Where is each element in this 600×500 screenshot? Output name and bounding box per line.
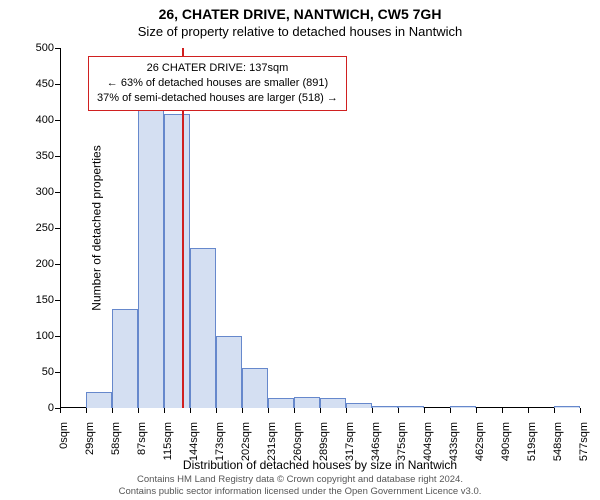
histogram-bar xyxy=(112,309,138,408)
x-tick-label: 577sqm xyxy=(578,422,590,482)
histogram-bar xyxy=(320,398,346,408)
x-tick xyxy=(60,408,61,413)
y-tick xyxy=(55,48,60,49)
x-tick-label: 58sqm xyxy=(110,422,122,482)
x-tick xyxy=(528,408,529,413)
y-tick xyxy=(55,120,60,121)
x-tick-label: 404sqm xyxy=(422,422,434,482)
y-tick xyxy=(55,264,60,265)
property-info-box: 26 CHATER DRIVE: 137sqm← 63% of detached… xyxy=(88,56,347,111)
x-tick-label: 289sqm xyxy=(318,422,330,482)
page-subtitle: Size of property relative to detached ho… xyxy=(0,22,600,39)
y-tick xyxy=(55,156,60,157)
y-tick-label: 250 xyxy=(14,222,54,234)
y-tick xyxy=(55,228,60,229)
x-tick xyxy=(294,408,295,413)
y-tick-label: 100 xyxy=(14,330,54,342)
histogram-bar xyxy=(294,397,320,408)
x-tick xyxy=(112,408,113,413)
histogram-chart: Number of detached properties Distributi… xyxy=(60,48,580,408)
y-tick-label: 200 xyxy=(14,258,54,270)
x-tick-label: 87sqm xyxy=(136,422,148,482)
histogram-bar xyxy=(138,106,164,408)
y-tick-label: 150 xyxy=(14,294,54,306)
x-tick xyxy=(320,408,321,413)
y-tick xyxy=(55,84,60,85)
histogram-bar xyxy=(86,392,112,408)
histogram-bar xyxy=(554,406,580,408)
x-tick xyxy=(476,408,477,413)
histogram-bar xyxy=(268,398,294,408)
x-tick-label: 346sqm xyxy=(370,422,382,482)
histogram-bar xyxy=(346,403,372,408)
x-tick-label: 519sqm xyxy=(526,422,538,482)
histogram-bar xyxy=(242,368,268,408)
y-tick xyxy=(55,300,60,301)
x-tick xyxy=(554,408,555,413)
infobox-larger-pct: 37% of semi-detached houses are larger (… xyxy=(97,91,338,106)
x-tick-label: 433sqm xyxy=(448,422,460,482)
x-tick xyxy=(346,408,347,413)
y-tick xyxy=(55,372,60,373)
x-tick-label: 260sqm xyxy=(292,422,304,482)
y-tick-label: 450 xyxy=(14,78,54,90)
x-tick-label: 144sqm xyxy=(188,422,200,482)
y-tick xyxy=(55,192,60,193)
plot-area: 0501001502002503003504004505000sqm29sqm5… xyxy=(60,48,580,408)
x-tick-label: 173sqm xyxy=(214,422,226,482)
y-axis-line xyxy=(60,48,61,408)
x-tick-label: 231sqm xyxy=(266,422,278,482)
x-tick xyxy=(372,408,373,413)
x-tick-label: 115sqm xyxy=(162,422,174,482)
histogram-bar xyxy=(164,114,190,408)
histogram-bar xyxy=(190,248,216,408)
x-tick-label: 29sqm xyxy=(84,422,96,482)
x-tick xyxy=(398,408,399,413)
x-tick xyxy=(268,408,269,413)
x-tick xyxy=(450,408,451,413)
y-tick-label: 50 xyxy=(14,366,54,378)
x-tick-label: 317sqm xyxy=(344,422,356,482)
footer-attribution: Contains HM Land Registry data © Crown c… xyxy=(0,474,600,498)
y-tick-label: 350 xyxy=(14,150,54,162)
x-tick-label: 375sqm xyxy=(396,422,408,482)
x-tick xyxy=(216,408,217,413)
x-tick xyxy=(138,408,139,413)
x-tick xyxy=(190,408,191,413)
histogram-bar xyxy=(372,406,398,408)
y-tick-label: 500 xyxy=(14,42,54,54)
x-tick-label: 202sqm xyxy=(240,422,252,482)
infobox-property-size: 26 CHATER DRIVE: 137sqm xyxy=(97,61,338,76)
histogram-bar xyxy=(398,406,424,408)
x-tick xyxy=(580,408,581,413)
x-tick-label: 0sqm xyxy=(58,422,70,482)
histogram-bar xyxy=(216,336,242,408)
page-title: 26, CHATER DRIVE, NANTWICH, CW5 7GH xyxy=(0,0,600,22)
y-tick xyxy=(55,336,60,337)
histogram-bar xyxy=(450,406,476,408)
x-tick xyxy=(86,408,87,413)
x-tick-label: 548sqm xyxy=(552,422,564,482)
x-tick xyxy=(424,408,425,413)
footer-line-1: Contains HM Land Registry data © Crown c… xyxy=(137,474,463,485)
x-tick xyxy=(502,408,503,413)
x-tick xyxy=(164,408,165,413)
y-tick-label: 400 xyxy=(14,114,54,126)
infobox-smaller-pct: ← 63% of detached houses are smaller (89… xyxy=(97,76,338,91)
footer-line-2: Contains public sector information licen… xyxy=(119,486,482,497)
x-tick xyxy=(242,408,243,413)
y-tick-label: 0 xyxy=(14,402,54,414)
x-tick-label: 462sqm xyxy=(474,422,486,482)
y-tick-label: 300 xyxy=(14,186,54,198)
x-tick-label: 490sqm xyxy=(500,422,512,482)
